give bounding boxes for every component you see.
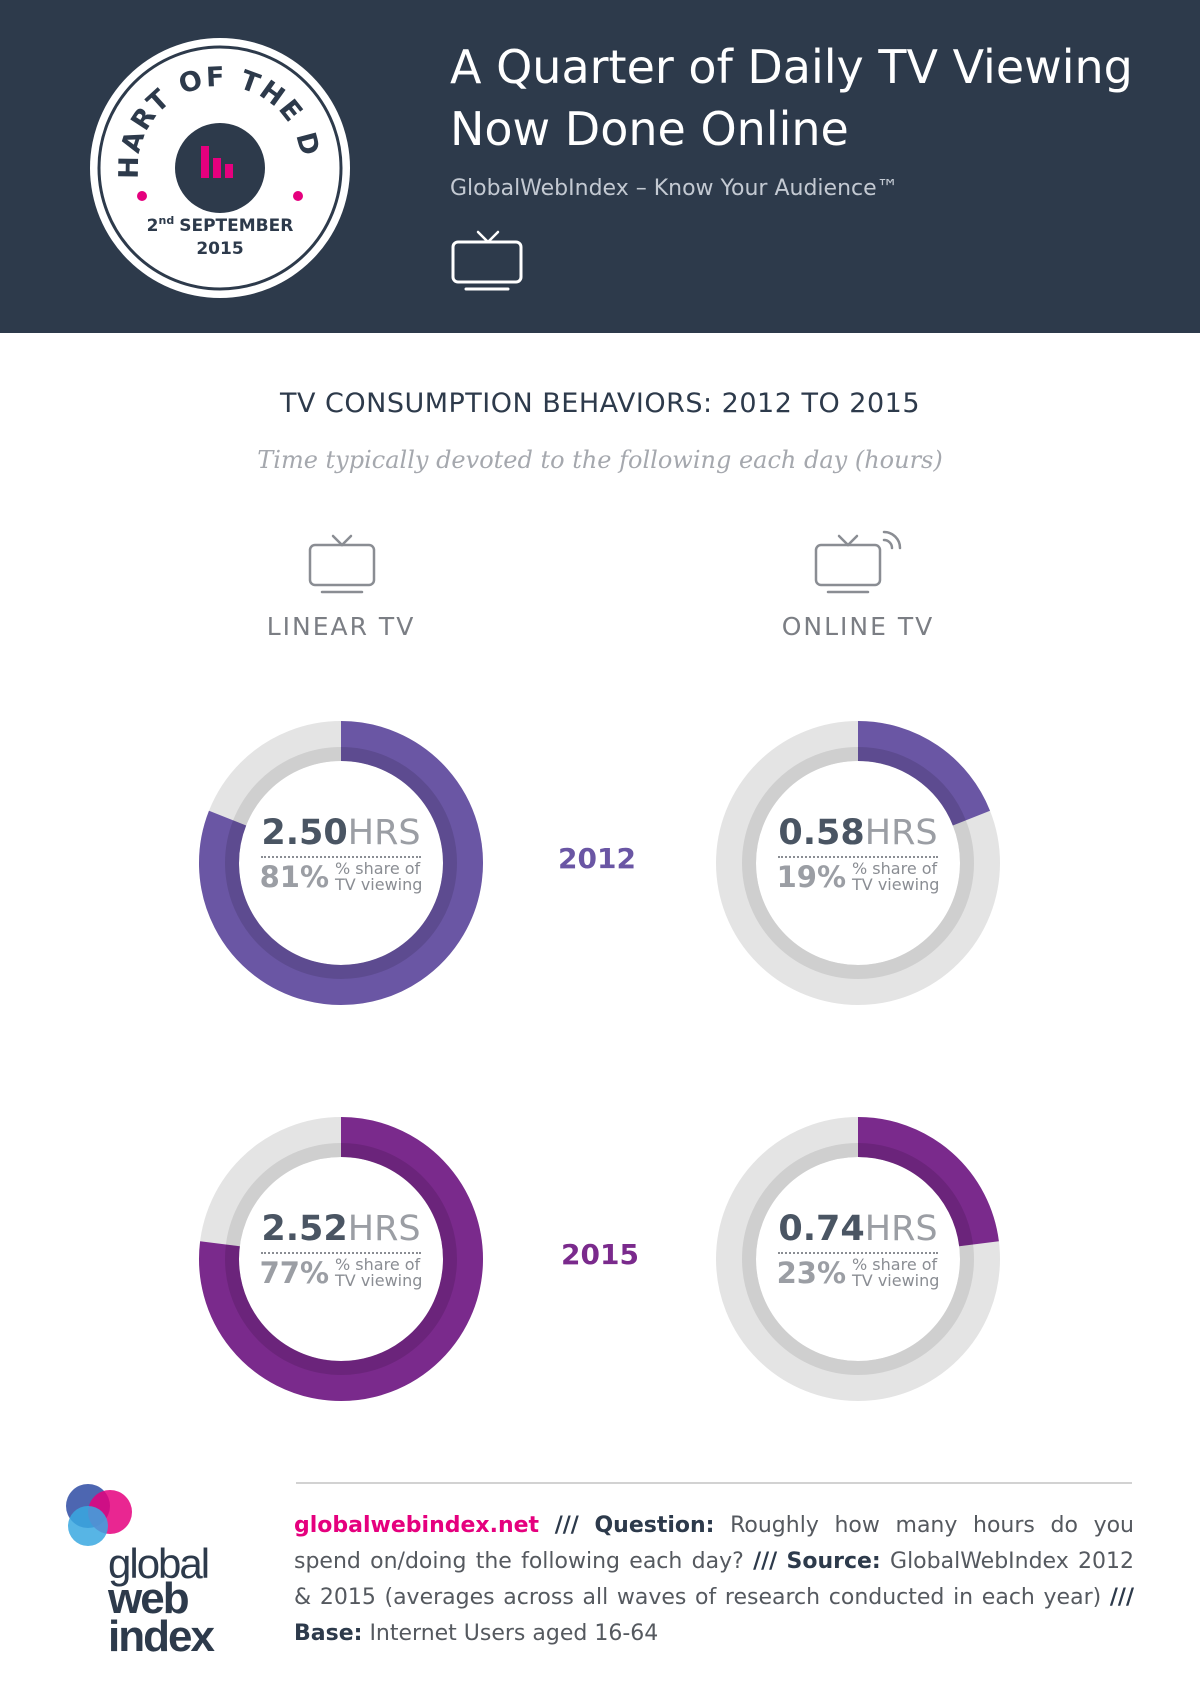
hours-value-online-2012: 0.58HRS <box>778 812 938 858</box>
donut-segment-online-2012 <box>857 721 991 827</box>
share-value-linear-2015: 77% <box>259 1256 330 1290</box>
hours-value-linear-2012: 2.50HRS <box>261 812 421 858</box>
donut-label-online-2012: 0.58HRS 19%% share of TV viewing <box>748 812 968 894</box>
donut-linear-2015 <box>199 1117 483 1401</box>
footer-divider <box>296 1482 1132 1484</box>
share-caption: % share of TV viewing <box>852 859 940 894</box>
donut-label-linear-2015: 2.52HRS 77%% share of TV viewing <box>231 1208 451 1290</box>
donut-segment-shade <box>225 747 457 979</box>
donut-label-linear-2012: 2.50HRS 81%% share of TV viewing <box>231 812 451 894</box>
share-value-online-2015: 23% <box>776 1256 847 1290</box>
chart-subtitle: Time typically devoted to the following … <box>257 446 943 474</box>
footer-notes: globalwebindex.net /// Question: Roughly… <box>294 1513 1134 1646</box>
base-label: Base: <box>294 1621 363 1646</box>
badge-day: 2 <box>147 216 159 236</box>
page-title-line2: Now Done Online <box>450 102 849 156</box>
hours-value-linear-2015: 2.52HRS <box>261 1208 421 1254</box>
donut-online-2015 <box>716 1117 1000 1401</box>
tv-icon <box>308 534 376 594</box>
badge-year: 2015 <box>196 239 243 259</box>
logo-word-index: index <box>108 1612 215 1661</box>
share-value-linear-2012: 81% <box>259 860 330 894</box>
source-label: Source: <box>786 1549 881 1574</box>
column-label-online-tv: ONLINE TV <box>781 612 935 641</box>
page-subtitle: GlobalWebIndex – Know Your Audience™ <box>450 176 899 201</box>
page-title: A Quarter of Daily TV Viewing Now Done O… <box>450 36 1170 160</box>
source-text: GlobalWebIndex 2012 & 2015 (averages acr… <box>294 1549 1134 1610</box>
share-caption: % share of TV viewing <box>852 1255 940 1290</box>
question-text: Roughly how many hours do you spend on/d… <box>294 1513 1134 1574</box>
donut-segment-shade <box>857 747 966 826</box>
year-label-2012: 2012 <box>558 842 636 875</box>
globalwebindex-logo: global web index <box>60 1480 250 1680</box>
donut-linear-2012 <box>199 721 483 1005</box>
badge-dot-left <box>137 191 147 201</box>
bar-chart-icon <box>201 146 233 178</box>
logo-word-web: web <box>108 1574 190 1623</box>
donut-segment-linear-2012 <box>199 721 483 1005</box>
badge-month: SEPTEMBER <box>179 216 293 236</box>
online-tv-icon <box>814 530 902 594</box>
donut-online-2012 <box>716 721 1000 1005</box>
share-caption: % share of TV viewing <box>335 859 423 894</box>
donut-label-online-2015: 0.74HRS 23%% share of TV viewing <box>748 1208 968 1290</box>
donut-segment-linear-2015 <box>199 1117 483 1401</box>
donut-segment-shade <box>225 1143 457 1375</box>
year-label-2015: 2015 <box>561 1238 639 1271</box>
logo-circles-icon <box>66 1484 132 1546</box>
share-caption: % share of TV viewing <box>335 1255 423 1290</box>
question-label: Question: <box>594 1513 715 1538</box>
donut-segment-shade <box>857 1143 974 1247</box>
tv-icon <box>451 230 523 291</box>
share-value-online-2012: 19% <box>776 860 847 894</box>
badge-day-suffix: nd <box>159 214 175 227</box>
chart-title: TV CONSUMPTION BEHAVIORS: 2012 TO 2015 <box>279 388 921 419</box>
base-text: Internet Users aged 16-64 <box>369 1621 659 1646</box>
column-label-linear-tv: LINEAR TV <box>266 612 416 641</box>
badge-dot-right <box>293 191 303 201</box>
site-link[interactable]: globalwebindex.net <box>294 1513 540 1538</box>
logo-word-global: global <box>108 1540 210 1587</box>
page-title-line1: A Quarter of Daily TV Viewing <box>450 40 1133 94</box>
donut-segment-online-2015 <box>857 1117 999 1247</box>
hours-value-online-2015: 0.74HRS <box>778 1208 938 1254</box>
